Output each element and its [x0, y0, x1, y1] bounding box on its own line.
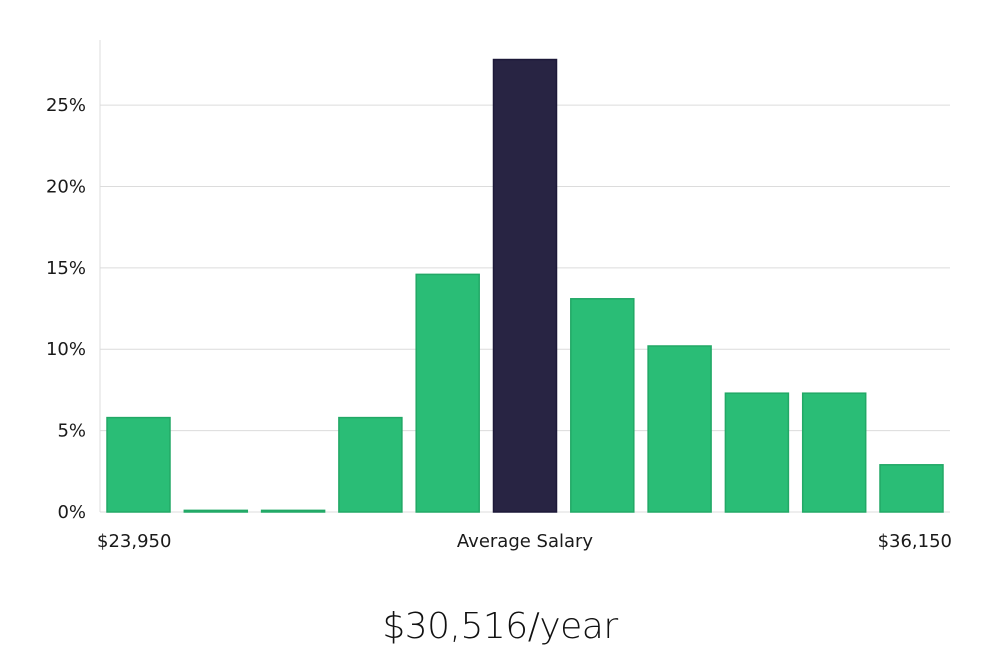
y-tick-label-0: 0% [57, 502, 86, 523]
y-tick-label-20: 20% [46, 176, 86, 197]
bars [106, 58, 944, 513]
bar-1 [183, 509, 249, 513]
bar-10 [879, 464, 944, 513]
bar-8 [724, 392, 790, 513]
bar-7 [647, 345, 712, 513]
average-salary-headline: $30,516/year [382, 606, 618, 647]
y-tick-labels: 0% 5% 10% 15% 20% 25% [46, 95, 86, 523]
x-max-label: $36,150 [878, 531, 952, 552]
bar-2 [260, 509, 326, 513]
bar-0 [106, 416, 171, 513]
bar-9 [801, 392, 867, 513]
y-tick-label-10: 10% [46, 339, 86, 360]
y-tick-label-15: 15% [46, 258, 86, 279]
bar-4 [415, 273, 480, 513]
bar-average-salary [492, 58, 558, 513]
x-center-label: Average Salary [457, 531, 594, 552]
bar-3 [338, 416, 403, 513]
y-tick-label-5: 5% [57, 421, 86, 442]
y-tick-label-25: 25% [46, 95, 86, 116]
x-min-label: $23,950 [97, 531, 171, 552]
bar-6 [570, 298, 635, 513]
salary-histogram: 0%5%10%15%20%25% $23,950 Average Salary … [46, 40, 952, 552]
